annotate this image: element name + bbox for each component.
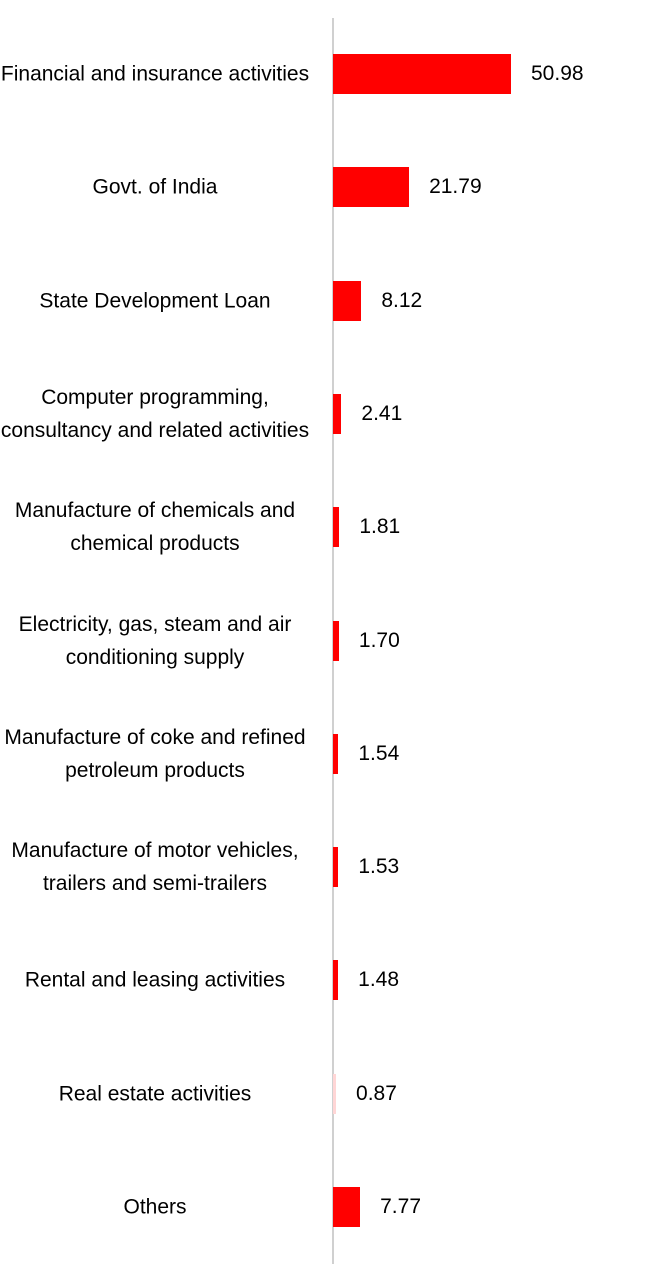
value-label: 8.12 bbox=[381, 288, 423, 312]
value-label: 1.48 bbox=[358, 968, 400, 992]
bar bbox=[333, 960, 339, 1001]
bar bbox=[333, 393, 342, 434]
category-label: State Development Loan bbox=[39, 289, 271, 313]
bar bbox=[333, 507, 340, 548]
value-label: 1.70 bbox=[358, 628, 400, 652]
bar bbox=[333, 280, 362, 321]
category-label: Manufacture of chemicals and chemical pr… bbox=[14, 499, 296, 556]
category-label: Manufacture of coke and refined petroleu… bbox=[4, 725, 306, 782]
bar bbox=[333, 1073, 337, 1114]
category-label: Others bbox=[123, 1195, 187, 1219]
value-label: 50.98 bbox=[531, 62, 584, 85]
bar bbox=[333, 847, 339, 888]
value-label: 0.87 bbox=[356, 1081, 397, 1105]
category-label: Rental and leasing activities bbox=[24, 968, 286, 992]
bar bbox=[333, 620, 339, 661]
value-label: 1.81 bbox=[359, 515, 401, 539]
value-label: 7.77 bbox=[380, 1195, 421, 1218]
bar bbox=[333, 167, 410, 208]
bar bbox=[333, 1187, 361, 1227]
value-label: 21.79 bbox=[429, 175, 482, 199]
value-label: 1.53 bbox=[358, 855, 400, 879]
category-label: Financial and insurance activities bbox=[0, 62, 310, 86]
category-label: Manufacture of motor vehicles, trailers … bbox=[11, 839, 299, 896]
category-label: Computer programming, consultancy and re… bbox=[0, 385, 310, 442]
category-label: Electricity, gas, steam and air conditio… bbox=[18, 612, 292, 669]
value-label: 2.41 bbox=[361, 401, 403, 425]
bar bbox=[333, 733, 339, 774]
category-label: Real estate activities bbox=[58, 1082, 252, 1106]
bar bbox=[333, 54, 511, 94]
category-label: Govt. of India bbox=[92, 175, 218, 199]
value-label: 1.54 bbox=[358, 741, 400, 765]
